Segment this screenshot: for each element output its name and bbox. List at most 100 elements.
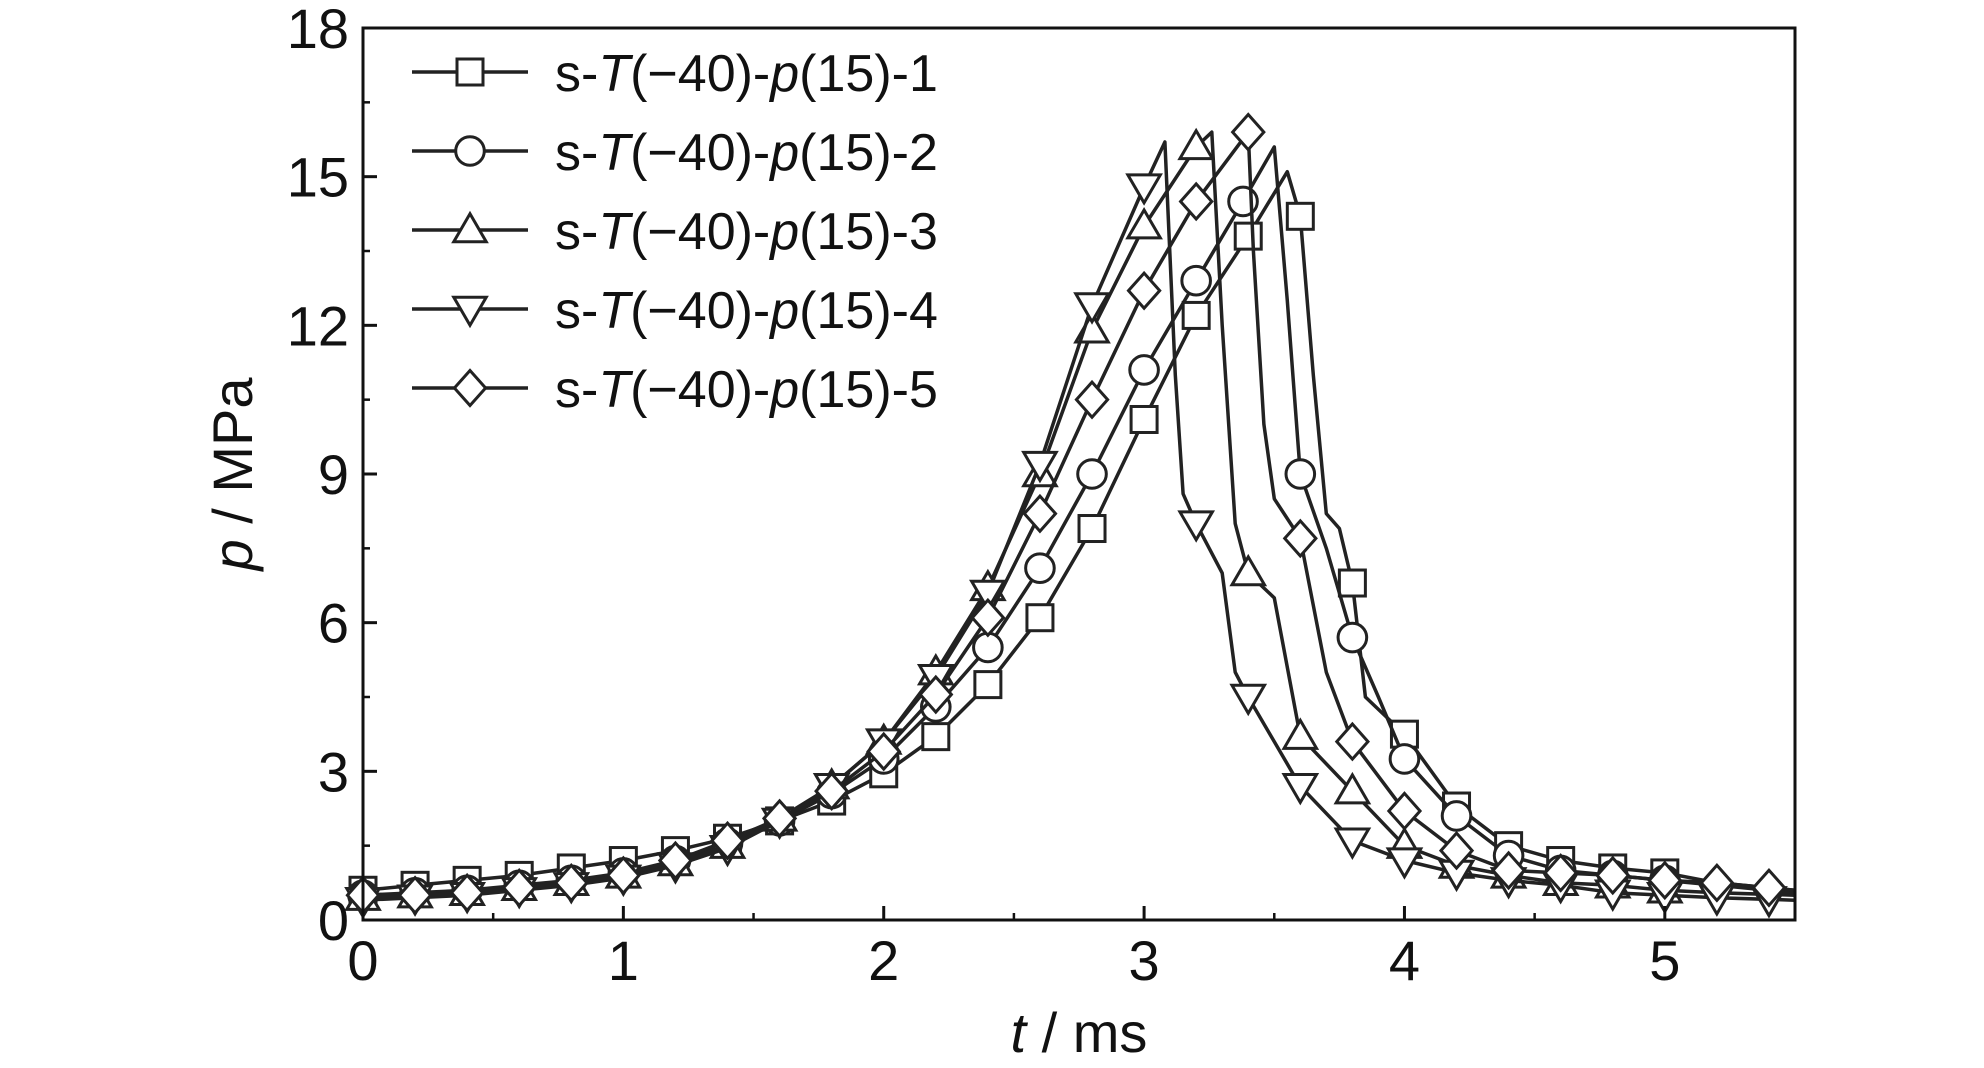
legend-label-part: T <box>598 361 633 419</box>
data-point-marker <box>1336 621 1369 654</box>
series-layer <box>344 112 1796 920</box>
data-point-marker <box>814 771 850 811</box>
data-point-marker <box>1073 292 1111 325</box>
x-axis-unit: / ms <box>1026 1001 1147 1063</box>
data-point-marker <box>1181 300 1211 330</box>
legend-marker <box>455 57 485 87</box>
data-point-marker <box>1125 206 1163 240</box>
y-axis-title: p / MPa <box>201 377 264 573</box>
legend-item-2: s-T(−40)-p(15)-2 <box>412 124 938 182</box>
data-point-marker <box>1385 847 1424 880</box>
legend-marker <box>451 295 489 329</box>
legend-label-part: p <box>768 361 799 419</box>
series-line-1 <box>362 169 1796 893</box>
legend-label: s-T(−40)-p(15)-3 <box>555 203 938 261</box>
data-point-marker <box>1333 827 1372 860</box>
legend-label-part: s- <box>555 282 598 340</box>
data-point-marker <box>1334 721 1370 762</box>
data-point-marker <box>397 875 433 916</box>
data-point-marker <box>1077 514 1107 544</box>
legend-label: s-T(−40)-p(15)-1 <box>555 45 938 103</box>
legend-label-part: s- <box>555 45 598 103</box>
legend-label-part: (−40)- <box>630 124 770 182</box>
data-point-marker <box>1647 860 1683 901</box>
x-tick-label: 5 <box>1649 929 1680 992</box>
legend-label-part: (−40)- <box>630 45 770 103</box>
x-tick-label: 4 <box>1389 929 1420 992</box>
series-5 <box>345 112 1796 916</box>
legend-marker <box>454 135 486 167</box>
y-tick-label: 6 <box>318 592 349 655</box>
legend-item-5: s-T(−40)-p(15)-5 <box>412 361 938 419</box>
data-point-marker <box>866 731 902 772</box>
data-point-marker <box>657 840 694 881</box>
legend-label-part: p <box>768 124 799 182</box>
x-axis-variable: t <box>1011 1001 1029 1063</box>
y-tick-label: 9 <box>318 443 349 506</box>
data-point-marker <box>1021 450 1059 484</box>
y-tick-label: 15 <box>287 146 349 209</box>
data-point-marker <box>973 670 1003 700</box>
data-point-marker <box>1178 181 1214 222</box>
x-tick-label: 3 <box>1129 929 1160 992</box>
legend-marker <box>451 210 489 244</box>
legend-label-part: (15)-1 <box>799 45 938 103</box>
data-point-marker <box>1281 717 1320 750</box>
data-point-marker <box>1490 850 1527 891</box>
legend-label-part: s- <box>555 203 598 261</box>
legend-label-part: p <box>768 282 799 340</box>
data-point-marker <box>1076 458 1108 490</box>
data-point-marker <box>918 674 954 715</box>
y-tick-label: 18 <box>287 0 349 60</box>
legend-label-part: p <box>768 203 799 261</box>
series-line-4 <box>362 140 1796 902</box>
data-point-marker <box>1285 201 1315 231</box>
data-point-marker <box>1074 379 1110 420</box>
legend-label-part: T <box>598 203 633 261</box>
x-tick-label: 1 <box>608 929 639 992</box>
data-point-marker <box>449 872 485 913</box>
legend-label-part: s- <box>555 124 598 182</box>
y-axis-unit: / MPa <box>201 377 264 540</box>
data-point-marker <box>1022 493 1058 534</box>
legend-label-part: (15)-5 <box>799 361 938 419</box>
legend-marker <box>452 368 488 408</box>
legend-label-part: (15)-3 <box>799 203 938 261</box>
legend-label-part: (−40)- <box>630 203 770 261</box>
legend-label-part: (−40)- <box>630 282 770 340</box>
x-tick-label: 0 <box>347 929 378 992</box>
legend-label-part: (15)-4 <box>799 282 938 340</box>
series-2 <box>347 145 1796 912</box>
data-point-marker <box>553 863 589 903</box>
legend-label: s-T(−40)-p(15)-4 <box>555 282 938 340</box>
data-point-marker <box>1025 603 1055 633</box>
data-point-marker <box>1126 270 1162 311</box>
data-point-marker <box>1230 112 1266 152</box>
y-axis-variable: p <box>201 539 264 572</box>
data-point-marker <box>1438 830 1475 871</box>
data-point-marker <box>709 820 746 861</box>
data-point-marker <box>761 798 798 839</box>
x-tick-label: 2 <box>868 929 899 992</box>
data-point-marker <box>1386 791 1423 831</box>
data-point-marker <box>1024 552 1056 584</box>
legend-label-part: p <box>768 45 799 103</box>
data-point-marker <box>1177 127 1216 161</box>
data-point-marker <box>1229 683 1268 717</box>
data-point-marker <box>1128 354 1160 386</box>
legend-label-part: T <box>598 124 633 182</box>
data-point-marker <box>501 867 537 908</box>
data-point-marker <box>969 579 1007 613</box>
data-point-marker <box>1333 771 1372 805</box>
legend-label-part: T <box>598 282 633 340</box>
data-point-marker <box>1233 221 1263 251</box>
data-point-marker <box>1595 855 1631 896</box>
data-point-marker <box>1699 863 1735 903</box>
y-tick-label: 12 <box>287 294 349 357</box>
legend-item-3: s-T(−40)-p(15)-3 <box>412 203 938 261</box>
data-point-marker <box>970 597 1006 638</box>
data-point-marker <box>1543 853 1579 893</box>
data-point-marker <box>1281 773 1320 806</box>
